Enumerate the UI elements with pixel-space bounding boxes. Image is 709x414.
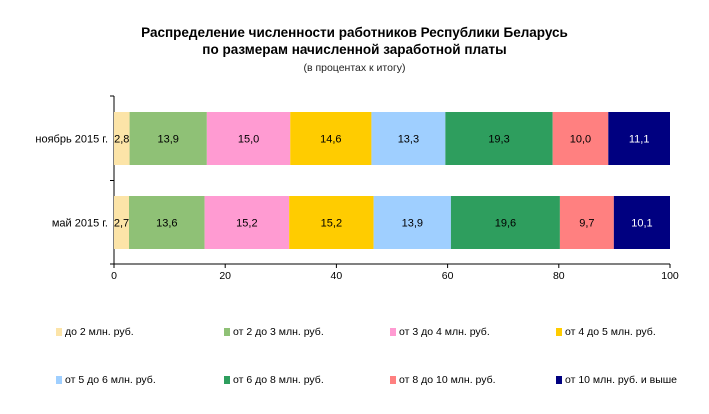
- bar-segment: [206, 112, 291, 165]
- bar-value-label: 13,9: [402, 218, 423, 230]
- legend-label: от 10 млн. руб. и выше: [565, 374, 678, 386]
- bar-value-label: 11,1: [629, 134, 650, 146]
- bar-value-label: 15,2: [236, 218, 257, 230]
- bar-segment: [445, 112, 553, 165]
- x-tick-label: 60: [442, 270, 454, 282]
- legend-item: от 8 до 10 млн. руб.: [390, 374, 496, 386]
- y-category-label: ноябрь 2015 г.: [35, 134, 108, 146]
- bar-value-label: 2,7: [114, 218, 129, 230]
- chart-title-line1: Распределение численности работников Рес…: [141, 25, 568, 40]
- bar-segment: [204, 196, 290, 249]
- bar-segment: [371, 112, 446, 165]
- legend-label: до 2 млн. руб.: [65, 326, 134, 338]
- bar-segment: [129, 196, 205, 249]
- legend-label: от 2 до 3 млн. руб.: [233, 326, 324, 338]
- bar-value-label: 10,0: [570, 134, 591, 146]
- bar-segment: [552, 112, 609, 165]
- bar-segment: [129, 112, 207, 165]
- legend-label: от 5 до 6 млн. руб.: [65, 374, 156, 386]
- bar-value-label: 2,8: [114, 134, 129, 146]
- x-tick-label: 100: [661, 270, 679, 282]
- legend-swatch: [556, 328, 562, 336]
- y-category-label: май 2015 г.: [52, 218, 108, 230]
- chart-subtitle: (в процентах к итогу): [303, 62, 406, 74]
- legend-swatch: [390, 328, 396, 336]
- legend-item: от 3 до 4 млн. руб.: [390, 326, 490, 338]
- legend-label: от 8 до 10 млн. руб.: [399, 374, 496, 386]
- chart-title-line2: по размерам начисленной заработной платы: [202, 42, 507, 57]
- bar-segment: [608, 112, 670, 165]
- legend-swatch: [56, 328, 62, 336]
- legend-swatch: [224, 328, 230, 336]
- bar-segment: [290, 112, 372, 165]
- bar-segment: [373, 196, 451, 249]
- legend-label: от 3 до 4 млн. руб.: [399, 326, 490, 338]
- bar-value-label: 19,6: [495, 218, 516, 230]
- bar-segment: [289, 196, 374, 249]
- bar-value-label: 10,1: [631, 218, 652, 230]
- bar-value-label: 15,0: [238, 134, 259, 146]
- bar-segment: [559, 196, 614, 249]
- legend-swatch: [390, 376, 396, 384]
- legend-item: до 2 млн. руб.: [56, 326, 134, 338]
- bar-value-label: 14,6: [320, 134, 341, 146]
- bar-segment: [613, 196, 670, 249]
- bar-value-label: 13,3: [398, 134, 419, 146]
- bar-value-label: 19,3: [488, 134, 509, 146]
- bar-value-label: 13,6: [156, 218, 177, 230]
- legend-swatch: [56, 376, 62, 384]
- legend-item: от 2 до 3 млн. руб.: [224, 326, 324, 338]
- bar-value-label: 15,2: [321, 218, 342, 230]
- bar-value-label: 9,7: [579, 218, 594, 230]
- legend-label: от 6 до 8 млн. руб.: [233, 374, 324, 386]
- bar-value-label: 13,9: [157, 134, 178, 146]
- legend-swatch: [224, 376, 230, 384]
- legend-item: от 10 млн. руб. и выше: [556, 374, 677, 386]
- legend-label: от 4 до 5 млн. руб.: [565, 326, 656, 338]
- bar-segment: [450, 196, 560, 249]
- x-tick-label: 0: [111, 270, 117, 282]
- x-tick-label: 20: [219, 270, 231, 282]
- legend-item: от 6 до 8 млн. руб.: [224, 374, 324, 386]
- x-tick-label: 80: [553, 270, 565, 282]
- legend-swatch: [556, 376, 562, 384]
- x-tick-label: 40: [331, 270, 343, 282]
- bar-segment: [114, 112, 130, 165]
- bar-segment: [114, 196, 130, 249]
- legend-item: от 4 до 5 млн. руб.: [556, 326, 656, 338]
- legend-item: от 5 до 6 млн. руб.: [56, 374, 156, 386]
